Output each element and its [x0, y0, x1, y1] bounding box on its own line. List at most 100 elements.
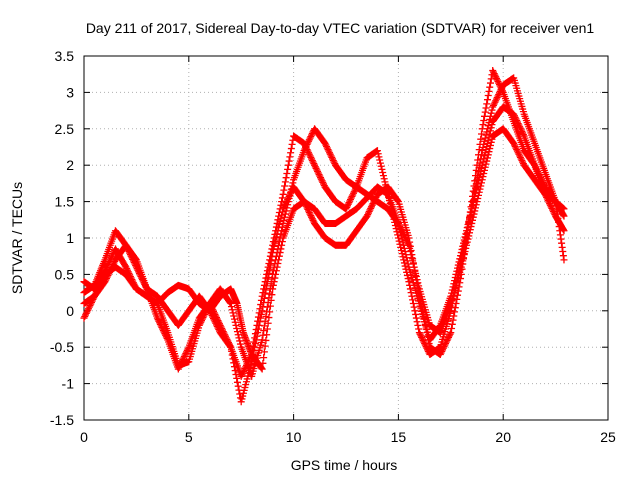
data-point [285, 192, 293, 200]
data-point [260, 348, 268, 356]
data-point [266, 289, 274, 297]
data-point [412, 276, 420, 284]
data-point [252, 326, 260, 334]
data-point [546, 201, 554, 209]
data-point [454, 270, 462, 278]
data-point [480, 166, 488, 174]
data-point [410, 303, 418, 311]
data-point [459, 249, 467, 257]
data-point [408, 251, 416, 259]
data-point [261, 278, 269, 286]
data-point [492, 97, 500, 105]
y-tick-label: 3.5 [55, 48, 75, 64]
data-point [307, 153, 315, 161]
data-point [313, 166, 321, 174]
data-point [462, 234, 470, 242]
data-point [479, 144, 487, 152]
data-point [82, 309, 90, 317]
data-point [393, 228, 401, 236]
data-point [492, 74, 500, 82]
data-point [308, 215, 316, 223]
data-point [214, 324, 222, 332]
data-point [490, 70, 498, 78]
data-point [412, 271, 420, 279]
y-axis-title: SDTVAR / TECUs [9, 182, 25, 294]
data-point [450, 292, 458, 300]
data-point [544, 197, 552, 205]
data-point [385, 193, 393, 201]
data-point [489, 67, 497, 75]
data-point [389, 212, 397, 220]
data-point [364, 209, 372, 217]
data-point [248, 350, 256, 358]
data-point [277, 201, 285, 209]
data-point [109, 261, 117, 269]
data-point [317, 175, 325, 183]
data-point [325, 147, 333, 155]
data-point [403, 271, 411, 279]
data-point [409, 255, 417, 263]
data-point [305, 136, 313, 144]
data-point [266, 252, 274, 260]
data-marks [80, 67, 568, 406]
chart-title: Day 211 of 2017, Sidereal Day-to-day VTE… [86, 20, 595, 36]
data-point [448, 300, 456, 308]
data-point [386, 200, 394, 208]
data-point [414, 321, 422, 329]
data-point [81, 311, 89, 319]
data-point [235, 334, 243, 342]
data-point [273, 219, 281, 227]
data-point [258, 336, 266, 344]
data-point [486, 115, 494, 123]
data-point [162, 331, 170, 339]
data-point [319, 178, 327, 186]
data-point [256, 305, 264, 313]
data-point [481, 134, 489, 142]
data-point [405, 241, 413, 249]
data-point [316, 172, 324, 180]
data-point [378, 165, 386, 173]
data-point [210, 315, 218, 323]
data-point [83, 308, 91, 316]
data-point [400, 256, 408, 264]
data-point [365, 207, 373, 215]
data-point [154, 316, 162, 324]
data-point [486, 83, 494, 91]
data-point [258, 292, 266, 300]
data-point [475, 163, 483, 171]
data-point [370, 197, 378, 205]
data-point [108, 251, 116, 259]
data-point [309, 158, 317, 166]
data-point [486, 145, 494, 153]
x-tick-label: 25 [600, 429, 616, 445]
data-point [409, 300, 417, 308]
data-point [477, 135, 485, 143]
data-point [178, 357, 186, 365]
data-point [228, 306, 236, 314]
data-point [449, 296, 457, 304]
data-point [415, 288, 423, 296]
data-point [269, 238, 277, 246]
data-point [484, 92, 492, 100]
data-point [305, 137, 313, 145]
data-point [260, 327, 268, 335]
y-tick-label: 3 [66, 84, 74, 100]
y-tick-label: 1.5 [55, 194, 75, 210]
data-point [280, 186, 288, 194]
data-point [495, 89, 503, 97]
data-point [388, 209, 396, 217]
y-tick-label: 0.5 [55, 266, 75, 282]
data-point [260, 281, 268, 289]
data-point [315, 171, 323, 179]
data-point [364, 211, 372, 219]
data-point [320, 180, 328, 188]
x-tick-label: 0 [80, 429, 88, 445]
data-point [123, 266, 131, 274]
data-point [263, 325, 271, 333]
data-point [476, 185, 484, 193]
data-point [318, 177, 326, 185]
data-point [466, 216, 474, 224]
data-point [265, 259, 273, 267]
series-trace-2 [80, 125, 568, 380]
